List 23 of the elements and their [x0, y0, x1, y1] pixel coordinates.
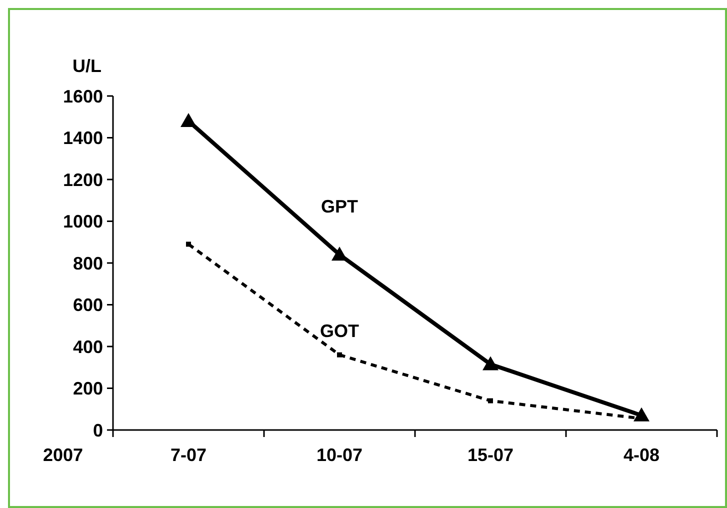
y-tick-label: 1000 — [62, 212, 103, 232]
y-tick-label: 1600 — [62, 86, 103, 106]
y-tick-label: 1200 — [62, 170, 103, 190]
point — [186, 242, 191, 247]
x-tick-label: 7-07 — [170, 445, 207, 465]
y-axis-title: U/L — [72, 56, 102, 76]
y-tick-label: 0 — [92, 420, 103, 440]
y-tick-label: 400 — [72, 336, 103, 357]
y-tick-label: 800 — [72, 253, 103, 274]
x-tick-label: 15-07 — [467, 445, 514, 465]
series-label: GPT — [320, 196, 358, 217]
y-tick-label: 1400 — [62, 128, 103, 148]
series-label: GOT — [320, 320, 359, 341]
x-tick-label: 10-07 — [316, 445, 363, 465]
x-tick-label: 4-08 — [623, 445, 660, 465]
x-axis-title: 2007 — [42, 445, 84, 465]
y-tick-label: 600 — [72, 295, 103, 316]
point — [482, 356, 498, 370]
point — [180, 113, 196, 128]
y-tick-label: 200 — [72, 378, 103, 399]
point — [337, 352, 342, 358]
point — [488, 398, 493, 404]
point — [332, 246, 348, 261]
